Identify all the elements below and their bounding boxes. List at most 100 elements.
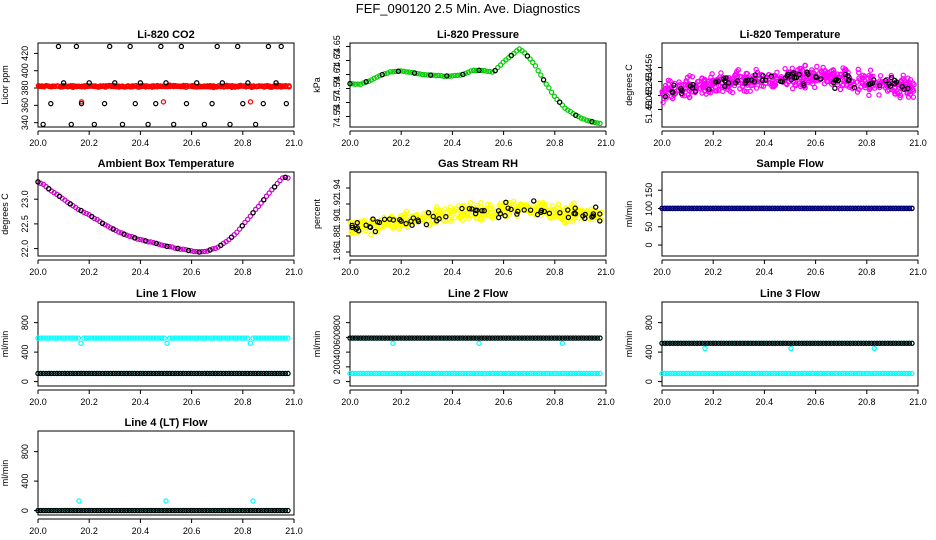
data-point xyxy=(708,74,714,81)
data-point xyxy=(702,340,708,346)
data-point xyxy=(469,206,475,212)
x-tick-label: 20.2 xyxy=(392,397,410,407)
data-point xyxy=(220,370,227,377)
data-point xyxy=(113,507,119,514)
data-point xyxy=(167,243,173,250)
data-point xyxy=(897,94,903,101)
data-point xyxy=(282,174,288,181)
data-point xyxy=(43,83,49,89)
data-point xyxy=(766,80,773,87)
data-point xyxy=(672,370,679,377)
data-point xyxy=(250,335,256,341)
data-point xyxy=(742,80,749,86)
data-point xyxy=(446,370,453,377)
data-point xyxy=(244,216,251,223)
data-point xyxy=(764,205,770,211)
data-point xyxy=(250,210,256,216)
data-point xyxy=(877,370,883,377)
x-tick-label: 20.4 xyxy=(132,397,150,407)
data-point xyxy=(858,205,864,211)
data-point xyxy=(909,205,915,211)
data-point xyxy=(842,340,848,346)
panel-title: Line 3 Flow xyxy=(760,288,820,300)
data-point xyxy=(739,205,746,211)
data-point xyxy=(398,68,404,74)
y-axis: 1.861.881.901.921.94 xyxy=(332,179,350,261)
data-point xyxy=(503,199,509,206)
data-point xyxy=(209,100,215,107)
data-point xyxy=(836,370,843,377)
data-point xyxy=(874,205,880,211)
data-point xyxy=(263,335,270,341)
data-point xyxy=(115,507,122,514)
data-point xyxy=(797,83,804,90)
data-point xyxy=(589,119,595,125)
data-point xyxy=(497,200,504,207)
data-point xyxy=(860,340,867,346)
data-point xyxy=(35,507,41,514)
data-point xyxy=(460,71,466,78)
data-point xyxy=(866,205,872,211)
data-point xyxy=(890,340,896,346)
data-point xyxy=(436,72,442,79)
data-point xyxy=(570,218,576,225)
data-point xyxy=(729,370,735,377)
data-point xyxy=(662,82,669,89)
data-point xyxy=(597,120,603,127)
panel-6: Line 1 Flow ml/min 20.0 20.2 20.4 20.6 20.8 21.… xyxy=(0,288,303,407)
data-point xyxy=(140,237,146,243)
data-point xyxy=(86,335,92,341)
x-tick-label: 20.6 xyxy=(495,138,513,148)
data-point xyxy=(180,335,186,341)
panel-title: Line 2 Flow xyxy=(448,288,508,300)
data-point xyxy=(516,335,523,341)
data-point xyxy=(710,205,716,211)
data-point xyxy=(59,335,65,341)
data-point xyxy=(148,83,155,90)
data-point xyxy=(444,370,450,377)
data-point xyxy=(250,507,256,514)
data-point xyxy=(704,370,711,377)
y-tick-label: 1.90 xyxy=(332,211,342,229)
data-point xyxy=(183,507,189,514)
data-point xyxy=(476,67,482,74)
data-point xyxy=(503,370,509,377)
data-point xyxy=(349,335,356,341)
data-point xyxy=(398,218,404,224)
series-marks xyxy=(347,335,603,377)
data-point xyxy=(110,226,116,232)
data-point xyxy=(172,335,178,341)
data-point xyxy=(732,71,739,78)
data-point xyxy=(234,335,240,341)
data-point xyxy=(818,69,825,75)
x-tick-label: 21.0 xyxy=(909,397,927,407)
data-point xyxy=(573,335,579,341)
data-point xyxy=(522,50,528,56)
data-point xyxy=(831,205,837,211)
data-point xyxy=(546,335,552,341)
data-point xyxy=(575,335,582,341)
data-point xyxy=(877,73,884,79)
data-point xyxy=(231,335,237,341)
data-point xyxy=(481,207,487,214)
data-point xyxy=(137,507,143,514)
data-point xyxy=(459,205,465,212)
data-point xyxy=(266,370,272,377)
data-point xyxy=(903,340,910,346)
data-point xyxy=(398,335,404,341)
data-point xyxy=(137,335,143,341)
data-point xyxy=(142,507,149,514)
data-point xyxy=(527,335,533,341)
data-point xyxy=(887,340,894,346)
data-point xyxy=(850,370,856,377)
data-point xyxy=(379,71,385,78)
data-point xyxy=(548,370,555,377)
data-point xyxy=(742,370,749,377)
x-tick-label: 20.6 xyxy=(183,397,201,407)
data-point xyxy=(468,335,474,341)
y-axis: 0 400 800 xyxy=(644,315,662,384)
data-point xyxy=(255,203,262,210)
data-point xyxy=(772,340,778,346)
data-point xyxy=(559,370,566,377)
